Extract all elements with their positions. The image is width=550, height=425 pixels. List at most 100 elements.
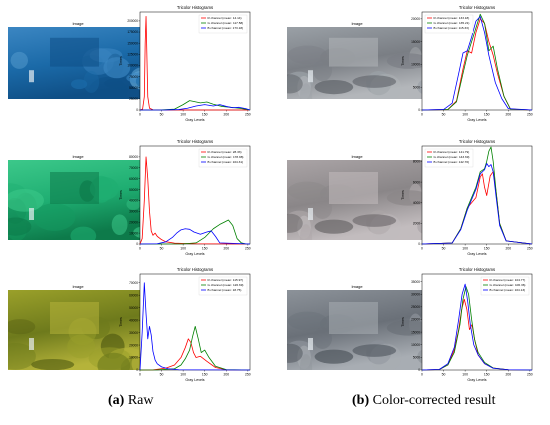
y-tick-label: 0	[418, 242, 420, 246]
legend-entry: G channel (mean: 126.69)	[208, 283, 244, 287]
legend-entry: R channel (mean: 115.97)	[208, 278, 244, 282]
histogram-raw-2: Tricolor Histograms 0 50 100 150 200 250 0 10000…	[119, 139, 251, 256]
y-tick-label: 35000	[411, 280, 420, 284]
x-tick-label: 0	[139, 247, 141, 251]
y-tick-label: 10000	[411, 343, 420, 347]
y-tick-label: 50000	[129, 86, 138, 90]
series-line-b-channel	[139, 282, 251, 371]
x-tick-label: 100	[180, 373, 186, 377]
x-tick-label: 200	[505, 373, 511, 377]
legend-entry: G channel (mean: 178.98)	[208, 155, 244, 159]
photo-texture-blob	[314, 219, 354, 234]
x-tick-label: 250	[527, 247, 533, 251]
chart-title: Tricolor Histograms	[177, 267, 213, 272]
photo-texture-blob	[299, 354, 313, 370]
series-line-r-channel	[139, 16, 250, 111]
series-line-b-channel	[139, 104, 251, 111]
photo-texture-blob	[89, 76, 128, 99]
photo-texture-blob	[8, 319, 36, 335]
x-axis-label: Gray Levels	[185, 378, 204, 382]
image-title: Image	[351, 154, 363, 159]
x-tick-label: 100	[462, 113, 468, 117]
y-tick-label: 10000	[129, 356, 138, 360]
raw-image-panel-2: Image	[8, 154, 148, 240]
legend-entry: B channel (mean: 173.18)	[208, 26, 244, 30]
photo-highlight	[308, 208, 313, 220]
series-line-b-channel	[421, 163, 533, 245]
y-tick-label: 0	[418, 368, 420, 372]
y-tick-label: 10000	[129, 231, 138, 235]
series-line-g-channel	[421, 13, 533, 111]
x-tick-label: 250	[527, 113, 533, 117]
x-axis-label: Gray Levels	[185, 118, 204, 122]
legend-entry: B channel (mean: 18.75)	[208, 288, 242, 292]
y-tick-label: 20000	[411, 318, 420, 322]
photo-texture-blob	[313, 59, 332, 82]
photo-texture-blob	[8, 343, 36, 370]
series-line-b-channel	[421, 283, 533, 371]
corrected-underwater-photo-1	[287, 27, 427, 99]
histogram-corrected-1: Tricolor Histograms 0 50 100 150 200 250 0 5000 1…	[401, 5, 533, 122]
photo-highlight	[29, 338, 34, 350]
chart-title: Tricolor Histograms	[177, 139, 213, 144]
corrected-underwater-photo-2	[287, 160, 427, 240]
x-tick-label: 150	[202, 113, 208, 117]
x-tick-label: 200	[223, 247, 229, 251]
photo-texture-blob	[83, 70, 100, 93]
x-tick-label: 150	[202, 373, 208, 377]
x-tick-label: 200	[223, 113, 229, 117]
x-tick-label: 100	[180, 113, 186, 117]
photo-texture-blob	[287, 213, 303, 233]
y-tick-label: 5000	[413, 85, 420, 89]
caption-corrected: (b) Color-corrected result	[352, 393, 496, 409]
photo-texture-blob	[352, 344, 397, 357]
x-tick-label: 0	[421, 247, 423, 251]
series-line-g-channel	[139, 100, 251, 111]
photo-texture-blob	[299, 83, 313, 99]
y-tick-label: 80000	[129, 155, 138, 159]
y-tick-label: 30000	[129, 331, 138, 335]
series-line-r-channel	[139, 156, 251, 245]
photo-texture-blob	[352, 214, 397, 227]
photo-highlight	[308, 338, 313, 350]
caption-raw-text: Raw	[127, 393, 154, 408]
x-tick-label: 200	[505, 247, 511, 251]
x-tick-label: 50	[160, 113, 164, 117]
y-axis-label: Times	[401, 317, 405, 327]
y-tick-label: 175000	[127, 30, 138, 34]
photo-texture-blob	[386, 53, 427, 69]
x-tick-label: 100	[462, 373, 468, 377]
y-tick-label: 15000	[411, 330, 420, 334]
legend-entry: R channel (mean: 104.77)	[490, 278, 526, 282]
photo-texture-blob	[126, 198, 141, 210]
y-tick-label: 8000	[413, 160, 420, 164]
x-axis-label: Gray Levels	[467, 118, 486, 122]
y-tick-label: 20000	[411, 17, 420, 21]
y-tick-label: 25000	[411, 305, 420, 309]
caption-corrected-text: Color-corrected result	[372, 393, 496, 408]
photo-texture-blob	[71, 79, 88, 89]
x-tick-label: 150	[484, 373, 490, 377]
y-tick-label: 70000	[129, 166, 138, 170]
y-tick-label: 40000	[129, 318, 138, 322]
legend-entry: R channel (mean: 141.79)	[434, 150, 470, 154]
y-tick-label: 25000	[129, 97, 138, 101]
legend-box	[480, 276, 530, 296]
chart-title: Tricolor Histograms	[459, 139, 495, 144]
y-axis-label: Times	[401, 56, 405, 66]
x-tick-label: 50	[442, 247, 446, 251]
series-line-g-channel	[421, 286, 533, 371]
series-line-g-channel	[139, 325, 251, 371]
legend-entry: R channel (mean: 14.14)	[208, 16, 242, 20]
y-tick-label: 20000	[129, 343, 138, 347]
series-line-g-channel	[139, 219, 251, 245]
histogram-corrected-2: Tricolor Histograms 0 50 100 150 200 250 0 2000 4…	[401, 139, 533, 256]
y-tick-label: 40000	[129, 199, 138, 203]
y-tick-label: 15000	[411, 40, 420, 44]
y-tick-label: 10000	[411, 63, 420, 67]
legend-box	[198, 276, 248, 296]
histogram-raw-3: Tricolor Histograms 0 50 100 150 200 250 0 10000…	[119, 267, 251, 382]
x-tick-label: 100	[180, 247, 186, 251]
legend-box	[424, 148, 474, 168]
legend-entry: G channel (mean: 117.58)	[208, 21, 244, 25]
